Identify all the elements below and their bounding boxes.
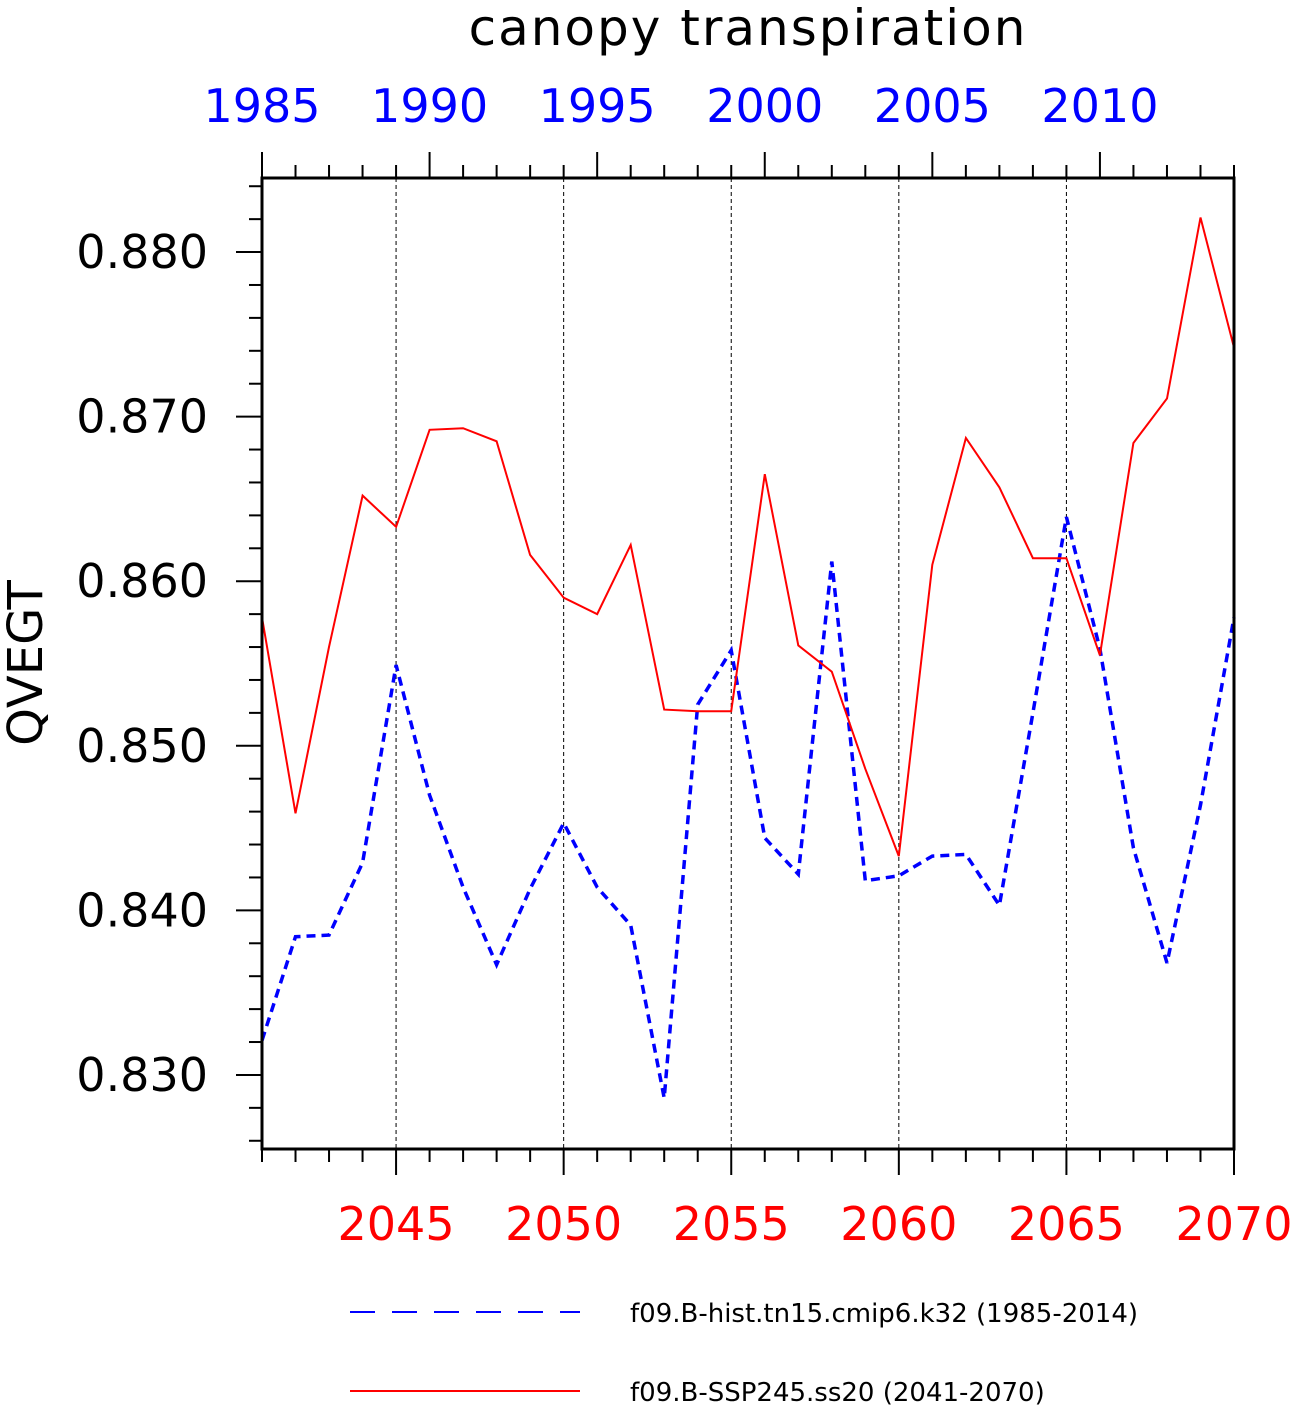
top-tick-label: 1990 bbox=[371, 79, 488, 133]
series-line-0 bbox=[260, 516, 1236, 1099]
axis-ticks bbox=[236, 152, 1235, 1175]
series-layer bbox=[260, 217, 1236, 1099]
bottom-tick-label: 2055 bbox=[673, 1197, 790, 1251]
y-tick-label: 0.870 bbox=[76, 390, 208, 444]
y-tick-label: 0.830 bbox=[76, 1048, 208, 1102]
top-tick-label: 2010 bbox=[1041, 79, 1158, 133]
top-tick-label: 2005 bbox=[874, 79, 991, 133]
y-tick-label: 0.840 bbox=[76, 883, 208, 937]
bottom-tick-label: 2050 bbox=[505, 1197, 622, 1251]
top-tick-label: 2000 bbox=[706, 79, 823, 133]
legend: f09.B-hist.tn15.cmip6.k32 (1985-2014) f0… bbox=[350, 1299, 1138, 1407]
bottom-tick-label: 2060 bbox=[840, 1197, 957, 1251]
top-tick-label: 1995 bbox=[539, 79, 656, 133]
bottom-tick-label: 2045 bbox=[338, 1197, 455, 1251]
bottom-tick-label: 2065 bbox=[1008, 1197, 1125, 1251]
y-tick-label: 0.860 bbox=[76, 554, 208, 608]
top-tick-label: 1985 bbox=[203, 79, 320, 133]
legend-label-hist: f09.B-hist.tn15.cmip6.k32 (1985-2014) bbox=[630, 1299, 1138, 1329]
y-axis-label: QVEGT bbox=[0, 579, 54, 745]
bottom-tick-label: 2070 bbox=[1175, 1197, 1292, 1251]
legend-label-ssp: f09.B-SSP245.ss20 (2041-2070) bbox=[630, 1378, 1045, 1407]
y-tick-label: 0.850 bbox=[76, 719, 208, 773]
chart-title: canopy transpiration bbox=[469, 0, 1028, 57]
y-tick-label: 0.880 bbox=[76, 225, 208, 279]
series-line-1 bbox=[261, 217, 1235, 857]
plot-frame bbox=[260, 176, 1236, 1151]
vertical-grid-lines bbox=[395, 178, 1067, 1149]
axis-labels: 2045 2050 2055 2060 2065 2070 1985 1990 1995 2000… bbox=[76, 79, 1292, 1251]
